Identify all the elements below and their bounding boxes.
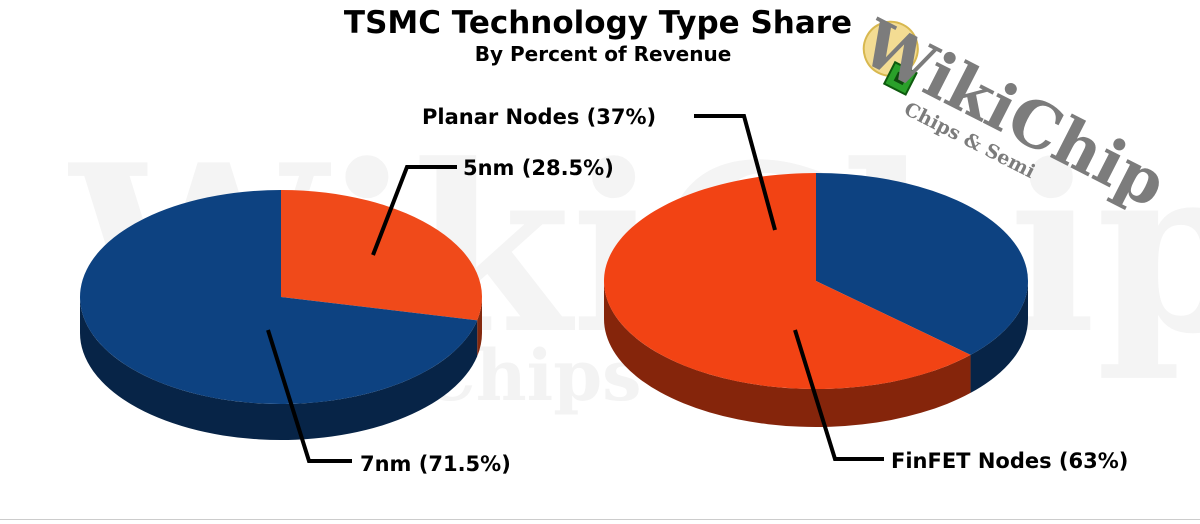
pie-chart-left — [80, 189, 483, 441]
leader-line-planar — [694, 114, 777, 231]
pie-1-slice-1-side — [604, 281, 971, 427]
slice-label-planar: Planar Nodes (37%) — [422, 105, 656, 129]
slice-label-7nm: 7nm (71.5%) — [360, 452, 511, 476]
pie-chart-right — [603, 172, 1028, 427]
bottom-divider — [0, 519, 1200, 520]
pie-0-slice-1 — [80, 190, 478, 404]
pie-1-slice-1 — [603, 172, 971, 390]
pie-0-slice-1-side — [80, 297, 478, 441]
slice-label-5nm: 5nm (28.5%) — [463, 156, 614, 180]
pie-1-slice-0 — [816, 173, 1028, 355]
pie-0-slice-0-side — [477, 297, 483, 357]
leader-line-7nm — [266, 329, 352, 463]
slice-label-finfet: FinFET Nodes (63%) — [891, 449, 1128, 473]
pie-1-slice-0-side — [970, 281, 1028, 393]
wafer-icon — [862, 20, 919, 77]
leader-line-finfet — [793, 329, 884, 461]
chart-title: TSMC Technology Type Share — [344, 5, 852, 41]
chart-subtitle: By Percent of Revenue — [475, 42, 732, 66]
leader-lines — [266, 114, 884, 463]
pie-0-slice-0 — [281, 189, 483, 321]
chip-core — [893, 71, 908, 86]
leader-line-5nm — [371, 165, 457, 256]
